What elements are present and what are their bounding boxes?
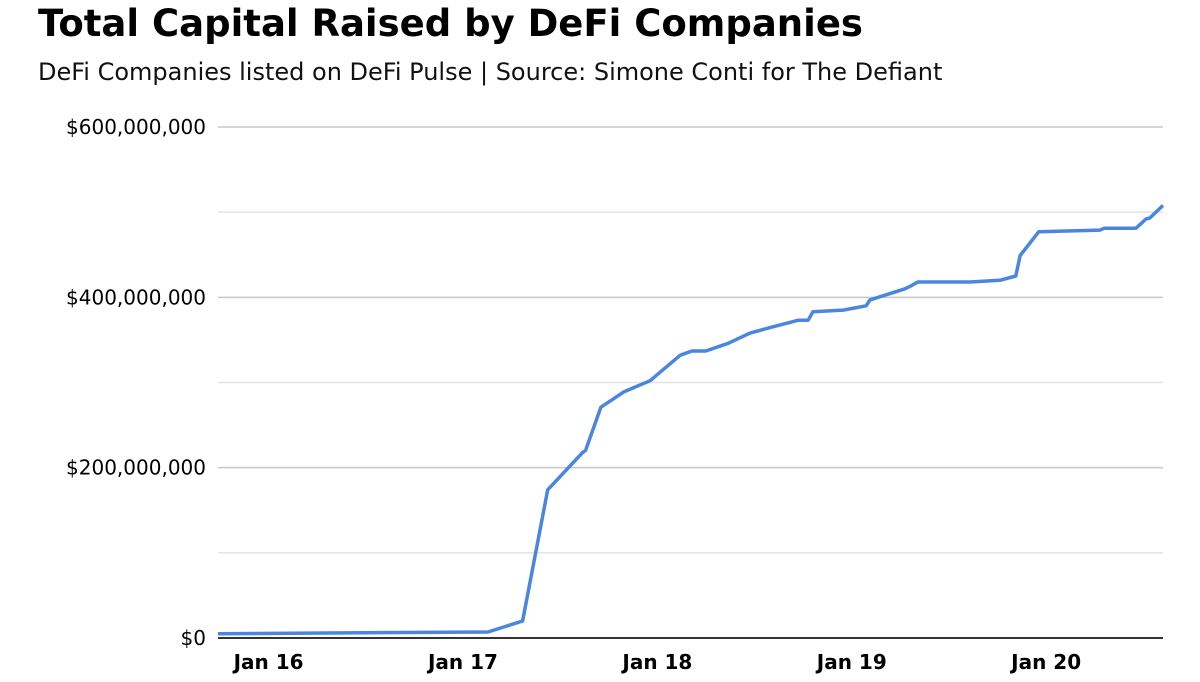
series-line	[217, 204, 1165, 636]
y-tick-label: $600,000,000	[66, 115, 206, 139]
y-tick-label: $200,000,000	[66, 456, 206, 480]
x-axis-ticks: Jan 16 Jan 17 Jan 18 Jan 19 Jan 20	[232, 650, 1082, 674]
y-tick-label: $400,000,000	[66, 285, 206, 309]
x-tick-label: Jan 16	[232, 650, 304, 674]
x-tick-label: Jan 19	[815, 650, 887, 674]
x-tick-label: Jan 20	[1009, 650, 1081, 674]
x-tick-label: Jan 17	[426, 650, 498, 674]
gridlines	[218, 126, 1163, 554]
y-axis-ticks: $0 $200,000,000 $400,000,000 $600,000,000	[66, 115, 206, 650]
chart-subtitle: DeFi Companies listed on DeFi Pulse | So…	[38, 58, 943, 86]
x-tick-label: Jan 18	[620, 650, 692, 674]
y-tick-label: $0	[181, 626, 206, 650]
chart-title: Total Capital Raised by DeFi Companies	[38, 2, 863, 45]
series-group	[217, 204, 1165, 636]
